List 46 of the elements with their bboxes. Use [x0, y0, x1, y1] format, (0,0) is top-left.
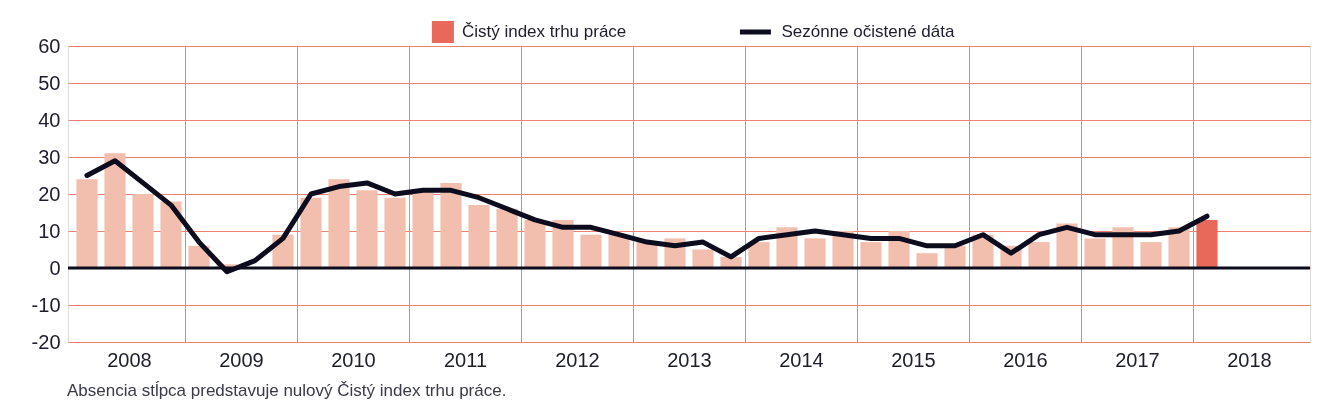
- bar: [916, 253, 938, 268]
- legend-label: Čistý index trhu práce: [461, 22, 627, 41]
- x-tick-label: 2009: [219, 348, 264, 371]
- y-tick-label: 50: [38, 71, 61, 94]
- bar: [804, 238, 826, 268]
- x-tick-label: 2018: [1227, 348, 1272, 371]
- bar: [76, 179, 98, 268]
- x-tick-label: 2017: [1115, 348, 1160, 371]
- legend-label: Sezónne očistené dáta: [781, 22, 955, 41]
- bar: [328, 179, 350, 268]
- bar: [468, 205, 490, 268]
- text: Absencia stĺpca predstavuje nulový Čistý index trhu práce.: [67, 381, 507, 400]
- bar: [356, 190, 378, 268]
- x-tick-label: 2008: [107, 348, 152, 371]
- bar: [496, 208, 518, 268]
- bar: [524, 219, 546, 268]
- bar: [1196, 219, 1218, 268]
- bar: [608, 234, 630, 268]
- bar: [300, 197, 322, 268]
- y-tick-label: 20: [38, 182, 61, 205]
- bar: [412, 190, 434, 268]
- bar: [1084, 238, 1106, 268]
- x-tick-label: 2015: [891, 348, 936, 371]
- y-tick-label: 0: [49, 256, 61, 279]
- bar: [1140, 242, 1162, 268]
- x-tick-label: 2012: [555, 348, 600, 371]
- x-tick-label: 2013: [667, 348, 712, 371]
- y-tick-label: 10: [38, 219, 61, 242]
- bar: [1028, 242, 1050, 268]
- y-tick-label: -10: [31, 293, 61, 316]
- bar: [580, 234, 602, 268]
- bar: [692, 249, 714, 268]
- x-tick-label: 2011: [443, 348, 488, 371]
- y-tick-label: 40: [38, 108, 61, 131]
- bar: [860, 242, 882, 268]
- y-tick-label: 30: [38, 145, 61, 168]
- x-tick-label: 2014: [779, 348, 824, 371]
- y-tick-label: 60: [38, 34, 61, 57]
- x-tick-label: 2016: [1003, 348, 1048, 371]
- bar: [440, 182, 462, 268]
- bar: [132, 194, 154, 268]
- bar: [104, 153, 126, 268]
- y-tick-label: -20: [31, 330, 61, 353]
- bar: [748, 242, 770, 268]
- bar: [384, 197, 406, 268]
- x-tick-label: 2010: [331, 348, 376, 371]
